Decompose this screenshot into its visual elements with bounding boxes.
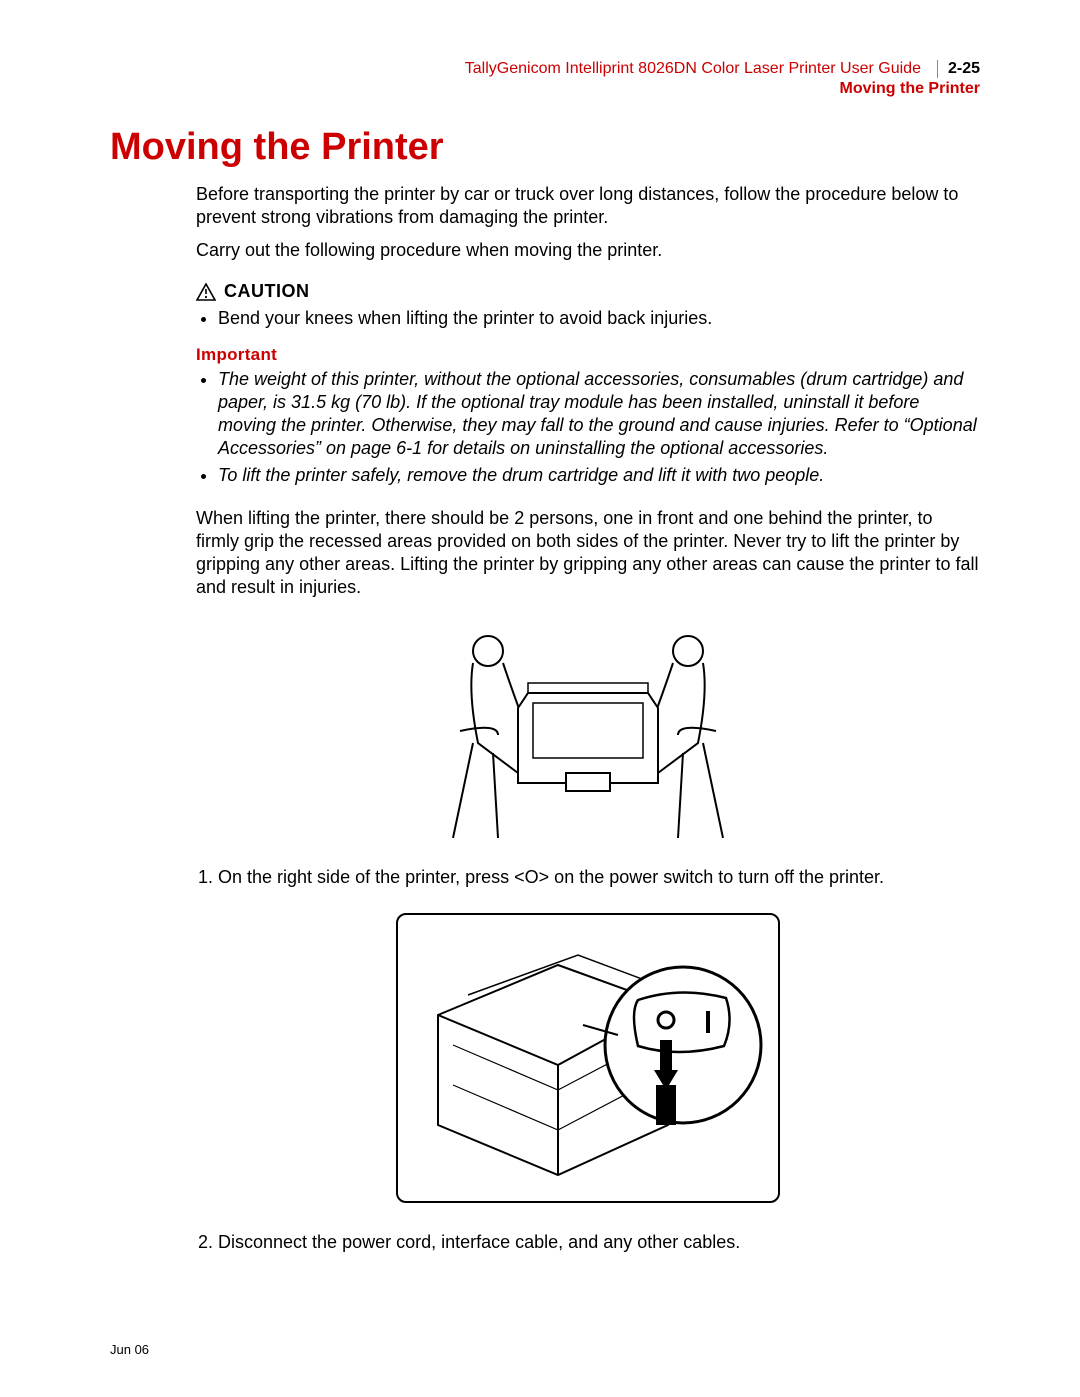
- footer-date: Jun 06: [110, 1342, 149, 1357]
- caution-heading: CAUTION: [196, 280, 980, 303]
- page-title: Moving the Printer: [110, 126, 980, 169]
- steps-list: On the right side of the printer, press …: [196, 866, 980, 889]
- header-separator: [937, 60, 938, 78]
- figure-two-people-lifting-icon: [378, 623, 798, 838]
- important-label: Important: [196, 344, 980, 366]
- caution-label: CAUTION: [224, 280, 310, 303]
- header-doc-title: TallyGenicom Intelliprint 8026DN Color L…: [465, 60, 931, 78]
- caution-list: Bend your knees when lifting the printer…: [196, 307, 980, 330]
- important-list: The weight of this printer, without the …: [196, 368, 980, 487]
- body: Before transporting the printer by car o…: [196, 183, 980, 1254]
- intro-paragraph-1: Before transporting the printer by car o…: [196, 183, 980, 229]
- page-header: TallyGenicom Intelliprint 8026DN Color L…: [110, 60, 980, 98]
- page: TallyGenicom Intelliprint 8026DN Color L…: [0, 0, 1080, 1397]
- important-item: The weight of this printer, without the …: [218, 368, 980, 460]
- lifting-paragraph: When lifting the printer, there should b…: [196, 507, 980, 599]
- header-top-line: TallyGenicom Intelliprint 8026DN Color L…: [110, 60, 980, 78]
- step-item: On the right side of the printer, press …: [218, 866, 980, 889]
- important-item: To lift the printer safely, remove the d…: [218, 464, 980, 487]
- figure-1-slot: [196, 623, 980, 838]
- figure-power-switch-icon: [408, 925, 768, 1185]
- step-item: Disconnect the power cord, interface cab…: [218, 1231, 980, 1254]
- steps-list-cont: Disconnect the power cord, interface cab…: [196, 1231, 980, 1254]
- figure-2-slot: [196, 913, 980, 1203]
- header-section: Moving the Printer: [110, 80, 980, 98]
- caution-item: Bend your knees when lifting the printer…: [218, 307, 980, 330]
- intro-paragraph-2: Carry out the following procedure when m…: [196, 239, 980, 262]
- figure-2-frame: [396, 913, 780, 1203]
- warning-icon: [196, 283, 216, 301]
- header-page-number: 2-25: [944, 60, 980, 78]
